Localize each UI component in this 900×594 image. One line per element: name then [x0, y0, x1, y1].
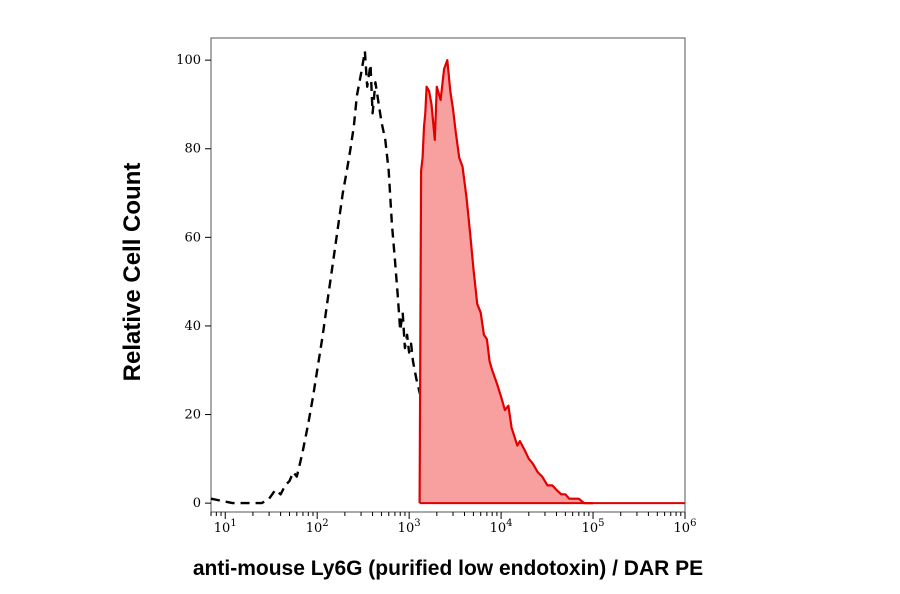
y-tick-label: 40	[184, 319, 201, 334]
series-line	[418, 59, 593, 505]
series-fill	[419, 60, 593, 504]
y-axis-title: Relative Cell Count	[119, 163, 146, 382]
x-tick-label: 103	[398, 518, 421, 536]
plot-area	[210, 37, 686, 513]
x-axis-title: anti-mouse Ly6G (purified low endotoxin)…	[193, 557, 703, 580]
y-tick-label: 60	[184, 230, 201, 245]
y-tick-label: 80	[184, 142, 201, 157]
y-tick-label: 100	[176, 53, 201, 68]
y-axis: 0 20 40 60 80 100	[176, 53, 211, 511]
y-tick-label: 0	[193, 496, 201, 511]
series-layer	[210, 50, 685, 505]
x-axis: 101 102 103 104 105 106	[210, 512, 697, 536]
y-tick-label: 20	[184, 408, 201, 423]
x-tick-label: 102	[306, 518, 329, 536]
x-tick-label: 104	[490, 518, 513, 536]
plot-frame	[210, 37, 686, 513]
x-tick-label: 106	[674, 518, 697, 536]
x-tick-label: 105	[582, 518, 605, 536]
series-line-dashed	[210, 50, 442, 505]
x-tick-label: 101	[214, 518, 237, 536]
